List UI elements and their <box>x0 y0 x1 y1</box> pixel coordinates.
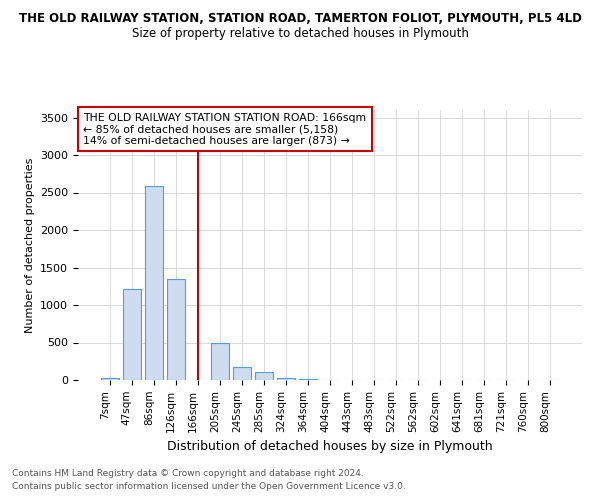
Text: THE OLD RAILWAY STATION STATION ROAD: 166sqm
← 85% of detached houses are smalle: THE OLD RAILWAY STATION STATION ROAD: 16… <box>83 112 366 146</box>
Text: Contains HM Land Registry data © Crown copyright and database right 2024.: Contains HM Land Registry data © Crown c… <box>12 468 364 477</box>
Bar <box>299 379 317 380</box>
Bar <box>233 367 251 380</box>
X-axis label: Distribution of detached houses by size in Plymouth: Distribution of detached houses by size … <box>167 440 493 453</box>
Bar <box>255 372 273 380</box>
Y-axis label: Number of detached properties: Number of detached properties <box>25 158 35 332</box>
Bar <box>123 288 140 380</box>
Bar <box>211 343 229 380</box>
Bar <box>101 378 119 380</box>
Bar <box>145 186 163 380</box>
Bar <box>167 279 185 380</box>
Text: Contains public sector information licensed under the Open Government Licence v3: Contains public sector information licen… <box>12 482 406 491</box>
Text: Size of property relative to detached houses in Plymouth: Size of property relative to detached ho… <box>131 28 469 40</box>
Bar <box>277 378 295 380</box>
Text: THE OLD RAILWAY STATION, STATION ROAD, TAMERTON FOLIOT, PLYMOUTH, PL5 4LD: THE OLD RAILWAY STATION, STATION ROAD, T… <box>19 12 581 26</box>
